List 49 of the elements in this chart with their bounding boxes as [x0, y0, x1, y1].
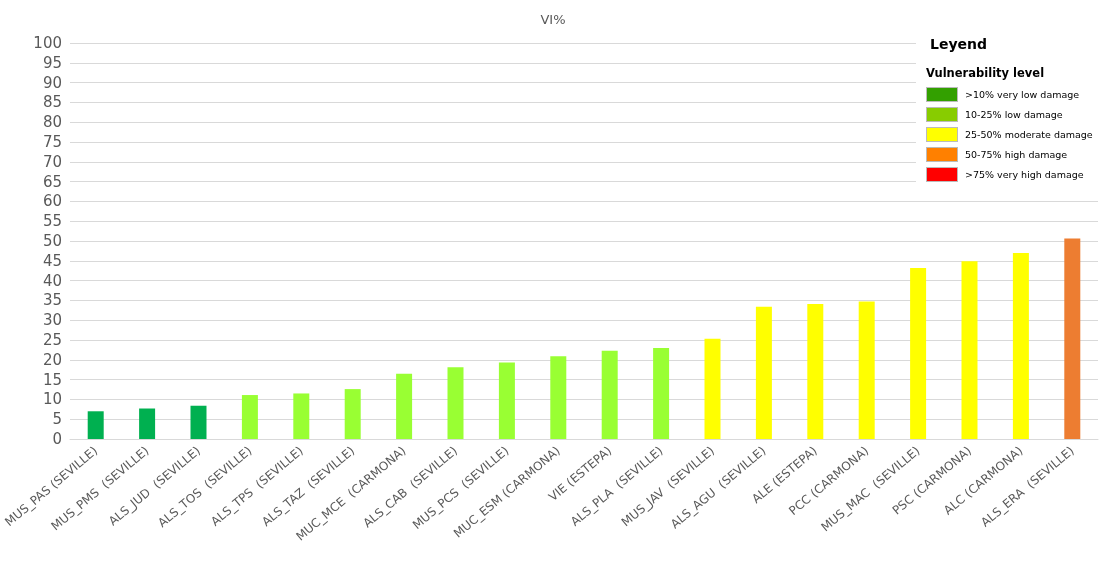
y-tick-label: 50	[42, 232, 62, 250]
y-tick-label: 95	[42, 53, 62, 72]
y-tick-label: 15	[42, 370, 62, 389]
bar	[1012, 252, 1029, 439]
y-tick-label: 35	[42, 291, 62, 310]
y-tick-label: 60	[42, 192, 62, 211]
bar	[447, 367, 464, 439]
y-tick-label: 45	[42, 251, 62, 270]
bar	[293, 393, 310, 439]
y-tick-label: 10	[42, 390, 62, 409]
category-label: 25-50% moderate damage	[965, 128, 1093, 140]
text: Leyend	[930, 36, 989, 52]
y-tick-label: 30	[42, 311, 62, 330]
y-tick-label: 5	[52, 410, 62, 429]
y-tick-label: 70	[42, 152, 62, 171]
y-tick-label: 85	[42, 93, 62, 112]
bar	[961, 261, 978, 439]
y-tick-label: 0	[52, 430, 62, 448]
bar	[139, 408, 156, 439]
chart-title: VI%	[540, 12, 566, 27]
category-label: 50-75% high damage	[965, 148, 1068, 160]
bar	[87, 411, 104, 439]
bar	[653, 347, 670, 439]
y-tick-label: 40	[42, 271, 62, 290]
category-label: >75% very high damage	[965, 168, 1084, 180]
bar	[858, 301, 875, 439]
category-label: 10-25% low damage	[965, 108, 1063, 120]
y-tick-label: 80	[42, 113, 62, 132]
bar	[807, 303, 824, 439]
bar	[241, 395, 258, 439]
bar	[498, 362, 515, 439]
bar	[190, 405, 207, 439]
y-tick-label: 20	[42, 350, 62, 369]
y-tick-label: 25	[42, 331, 62, 349]
y-tick-label: 75	[42, 133, 62, 151]
bar	[550, 356, 567, 439]
bar	[601, 350, 618, 439]
bar	[344, 389, 361, 439]
y-tick-label: 90	[42, 73, 62, 92]
y-tick-label: 65	[42, 172, 62, 191]
bar	[910, 267, 927, 439]
bar	[396, 373, 413, 439]
bar	[755, 306, 772, 439]
text: Vulnerability level	[926, 66, 1046, 80]
y-tick-label: 55	[42, 212, 62, 231]
bar	[704, 338, 721, 439]
y-tick-label: 100	[33, 34, 62, 52]
bar	[1064, 238, 1081, 439]
category-label: >10% very low damage	[965, 88, 1080, 100]
